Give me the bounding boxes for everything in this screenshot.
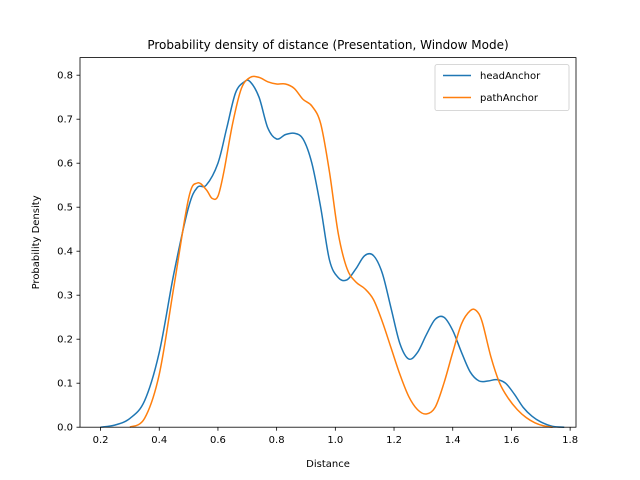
y-tick-label: 0.2: [57, 335, 73, 346]
y-tick-label: 0.8: [57, 71, 73, 82]
x-tick-label: 1.8: [562, 435, 578, 446]
x-tick-label: 0.6: [210, 435, 226, 446]
x-tick-label: 0.2: [93, 435, 109, 446]
y-tick-label: 0.1: [57, 379, 73, 390]
legend-label-pathanchor: pathAnchor: [480, 93, 539, 104]
y-tick-label: 0.7: [57, 115, 73, 126]
x-axis: 0.2 0.4 0.6 0.8 1.0 1.2 1.4 1.6 1.8: [93, 427, 578, 446]
series-layer: [100, 75, 565, 428]
legend-label-headanchor: headAnchor: [480, 71, 541, 82]
y-tick-label: 0.4: [57, 247, 73, 258]
x-tick-label: 0.4: [151, 435, 167, 446]
series-line-headanchor: [100, 79, 565, 428]
y-tick-label: 0.5: [57, 203, 73, 214]
y-tick-label: 0.6: [57, 159, 73, 170]
x-tick-label: 1.4: [445, 435, 461, 446]
x-tick-label: 1.0: [327, 435, 343, 446]
x-tick-label: 1.6: [503, 435, 519, 446]
y-tick-label: 0.3: [57, 291, 73, 302]
series-line-pathanchor: [129, 75, 553, 428]
x-axis-label: Distance: [306, 459, 350, 470]
y-axis: 0.0 0.1 0.2 0.3 0.4 0.5 0.6 0.7 0.8: [57, 71, 80, 434]
y-axis-label: Probability Density: [31, 195, 42, 289]
y-tick-label: 0.0: [57, 423, 73, 434]
x-tick-label: 0.8: [269, 435, 285, 446]
legend: headAnchor pathAnchor: [434, 64, 570, 111]
chart-title: Probability density of distance (Present…: [147, 38, 508, 52]
x-tick-label: 1.2: [386, 435, 402, 446]
plot-area-frame: [79, 57, 577, 428]
